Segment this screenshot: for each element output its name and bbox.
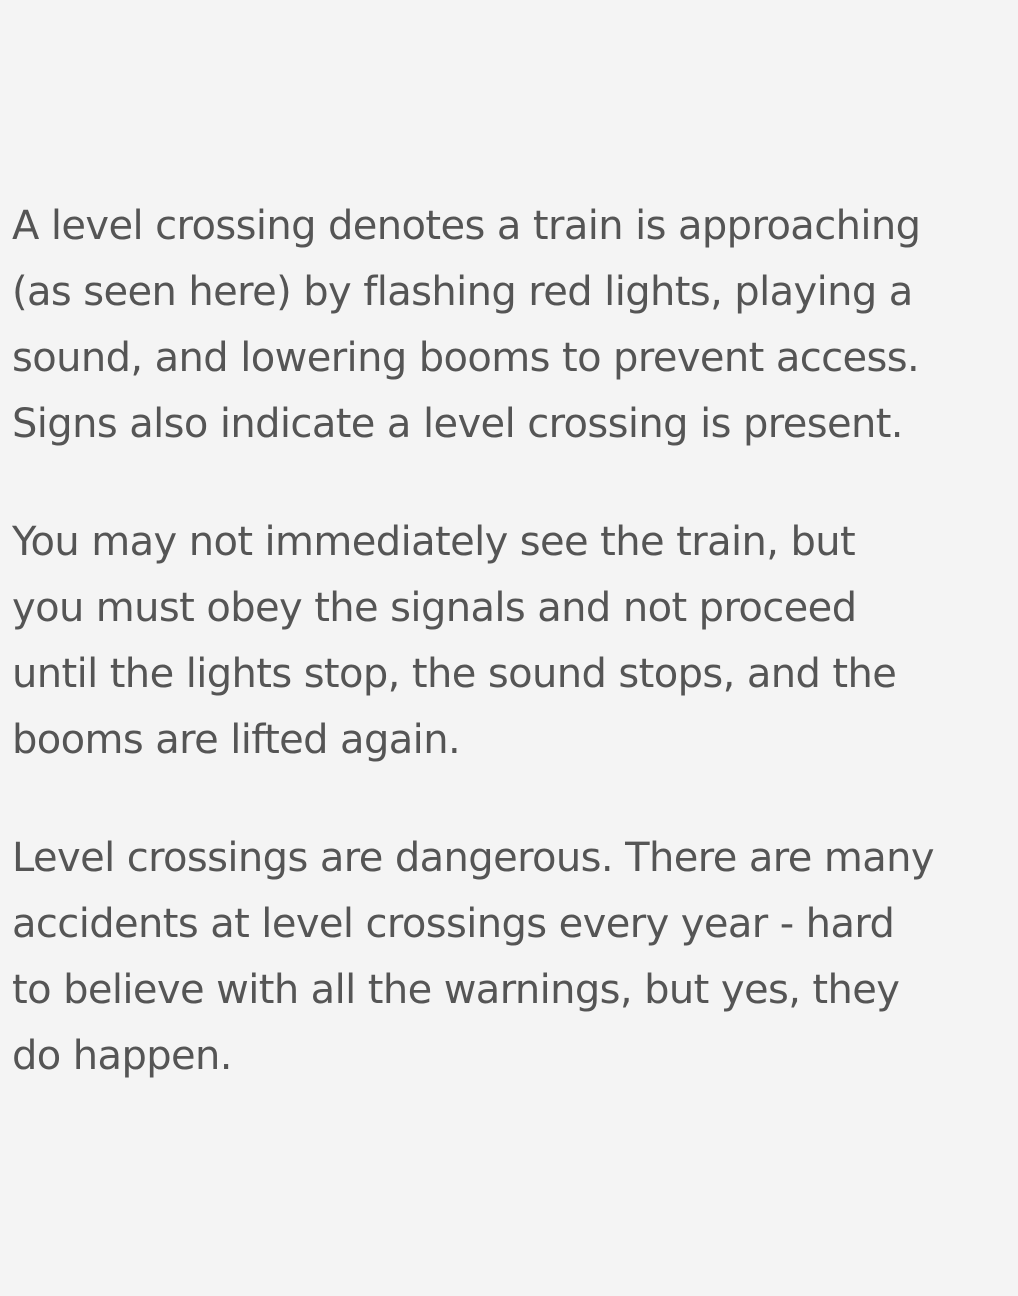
paragraph-line: until the lights stop, the sound stops, … [12, 651, 897, 697]
paragraph-obey-signals: You may not immediately see the train, b… [12, 509, 1012, 773]
article-body: A level crossing denotes a train is appr… [12, 193, 1012, 1089]
paragraph-line: do happen. [12, 1033, 233, 1079]
paragraph-line: A level crossing denotes a train is appr… [12, 203, 921, 249]
paragraph-line: to believe with all the warnings, but ye… [12, 967, 900, 1013]
paragraph-dangerous: Level crossings are dangerous. There are… [12, 825, 1012, 1089]
paragraph-line: sound, and lowering booms to prevent acc… [12, 335, 920, 381]
paragraph-line: you must obey the signals and not procee… [12, 585, 857, 631]
paragraph-line: (as seen here) by flashing red lights, p… [12, 269, 913, 315]
paragraph-line: booms are lifted again. [12, 717, 461, 763]
paragraph-line: Signs also indicate a level crossing is … [12, 401, 904, 447]
paragraph-line: accidents at level crossings every year … [12, 901, 895, 947]
paragraph-level-crossing-signals: A level crossing denotes a train is appr… [12, 193, 1012, 457]
paragraph-line: Level crossings are dangerous. There are… [12, 835, 935, 881]
paragraph-line: You may not immediately see the train, b… [12, 519, 856, 565]
